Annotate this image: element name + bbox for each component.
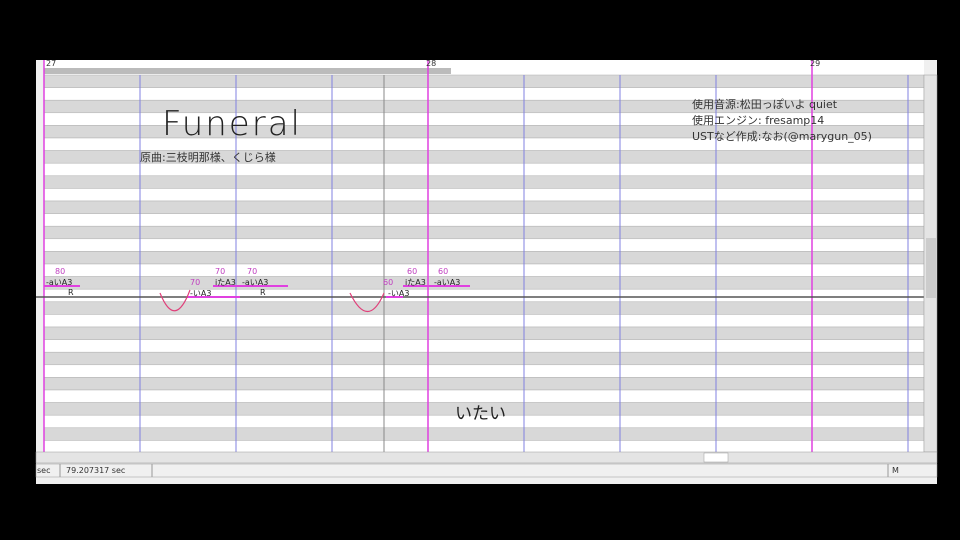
row bbox=[43, 377, 925, 391]
rest-label: R bbox=[260, 288, 266, 297]
status-time: 79.207317 sec bbox=[66, 466, 126, 475]
row bbox=[43, 427, 925, 441]
note-lyric: iたA3 bbox=[405, 278, 426, 287]
title: Funeral bbox=[162, 104, 302, 144]
row bbox=[43, 175, 925, 189]
row bbox=[43, 74, 925, 88]
h-scrollbar bbox=[35, 451, 938, 464]
measure-number: 29 bbox=[810, 59, 821, 68]
row bbox=[43, 225, 925, 240]
note-lyric: -aいA3 bbox=[46, 278, 73, 287]
note-velocity: 60 bbox=[383, 278, 394, 287]
measure-number: 28 bbox=[426, 59, 437, 68]
note-velocity: 70 bbox=[215, 267, 226, 276]
v-thumb bbox=[926, 238, 936, 298]
pitch-curve bbox=[349, 292, 385, 312]
credit: USTなど作成:なお(@marygun_05) bbox=[692, 130, 872, 143]
note-lyric: iたA3 bbox=[215, 278, 236, 287]
note-lyric: -aいA3 bbox=[434, 278, 461, 287]
row bbox=[43, 213, 925, 227]
row bbox=[43, 200, 925, 214]
note-velocity: 70 bbox=[247, 267, 258, 276]
credit: 使用音源:松田っぽいよ quiet bbox=[692, 98, 838, 111]
original-credit: 原曲:三枝明那様、くじら様 bbox=[140, 151, 276, 164]
status-mode: M bbox=[892, 466, 899, 475]
row bbox=[43, 251, 925, 265]
row bbox=[43, 288, 925, 303]
note-velocity: 60 bbox=[438, 267, 449, 276]
note-velocity: 70 bbox=[190, 278, 201, 287]
row bbox=[43, 314, 925, 328]
status-bar bbox=[35, 463, 938, 478]
status-left: sec bbox=[37, 466, 51, 475]
row bbox=[43, 301, 925, 315]
row bbox=[43, 276, 925, 290]
note-lyric: -いA3 bbox=[388, 289, 410, 298]
row bbox=[43, 162, 925, 177]
rest-label: R bbox=[68, 288, 74, 297]
row bbox=[43, 351, 925, 366]
row bbox=[43, 339, 925, 353]
ruler-scroll bbox=[44, 68, 451, 74]
note-velocity: 60 bbox=[407, 267, 418, 276]
caption: いたい bbox=[455, 404, 506, 424]
credit: 使用エンジン: fresamp14 bbox=[692, 114, 825, 127]
row bbox=[43, 440, 925, 454]
note-velocity: 80 bbox=[55, 267, 66, 276]
h-thumb bbox=[703, 452, 729, 463]
note-lyric: -aいA3 bbox=[242, 278, 269, 287]
pitch-curve bbox=[159, 289, 191, 312]
row bbox=[43, 326, 925, 340]
row bbox=[43, 364, 925, 378]
measure-number: 27 bbox=[46, 59, 57, 68]
row bbox=[43, 238, 925, 252]
note-lyric: -いA3 bbox=[190, 289, 212, 298]
row bbox=[43, 263, 925, 277]
row bbox=[43, 188, 925, 202]
